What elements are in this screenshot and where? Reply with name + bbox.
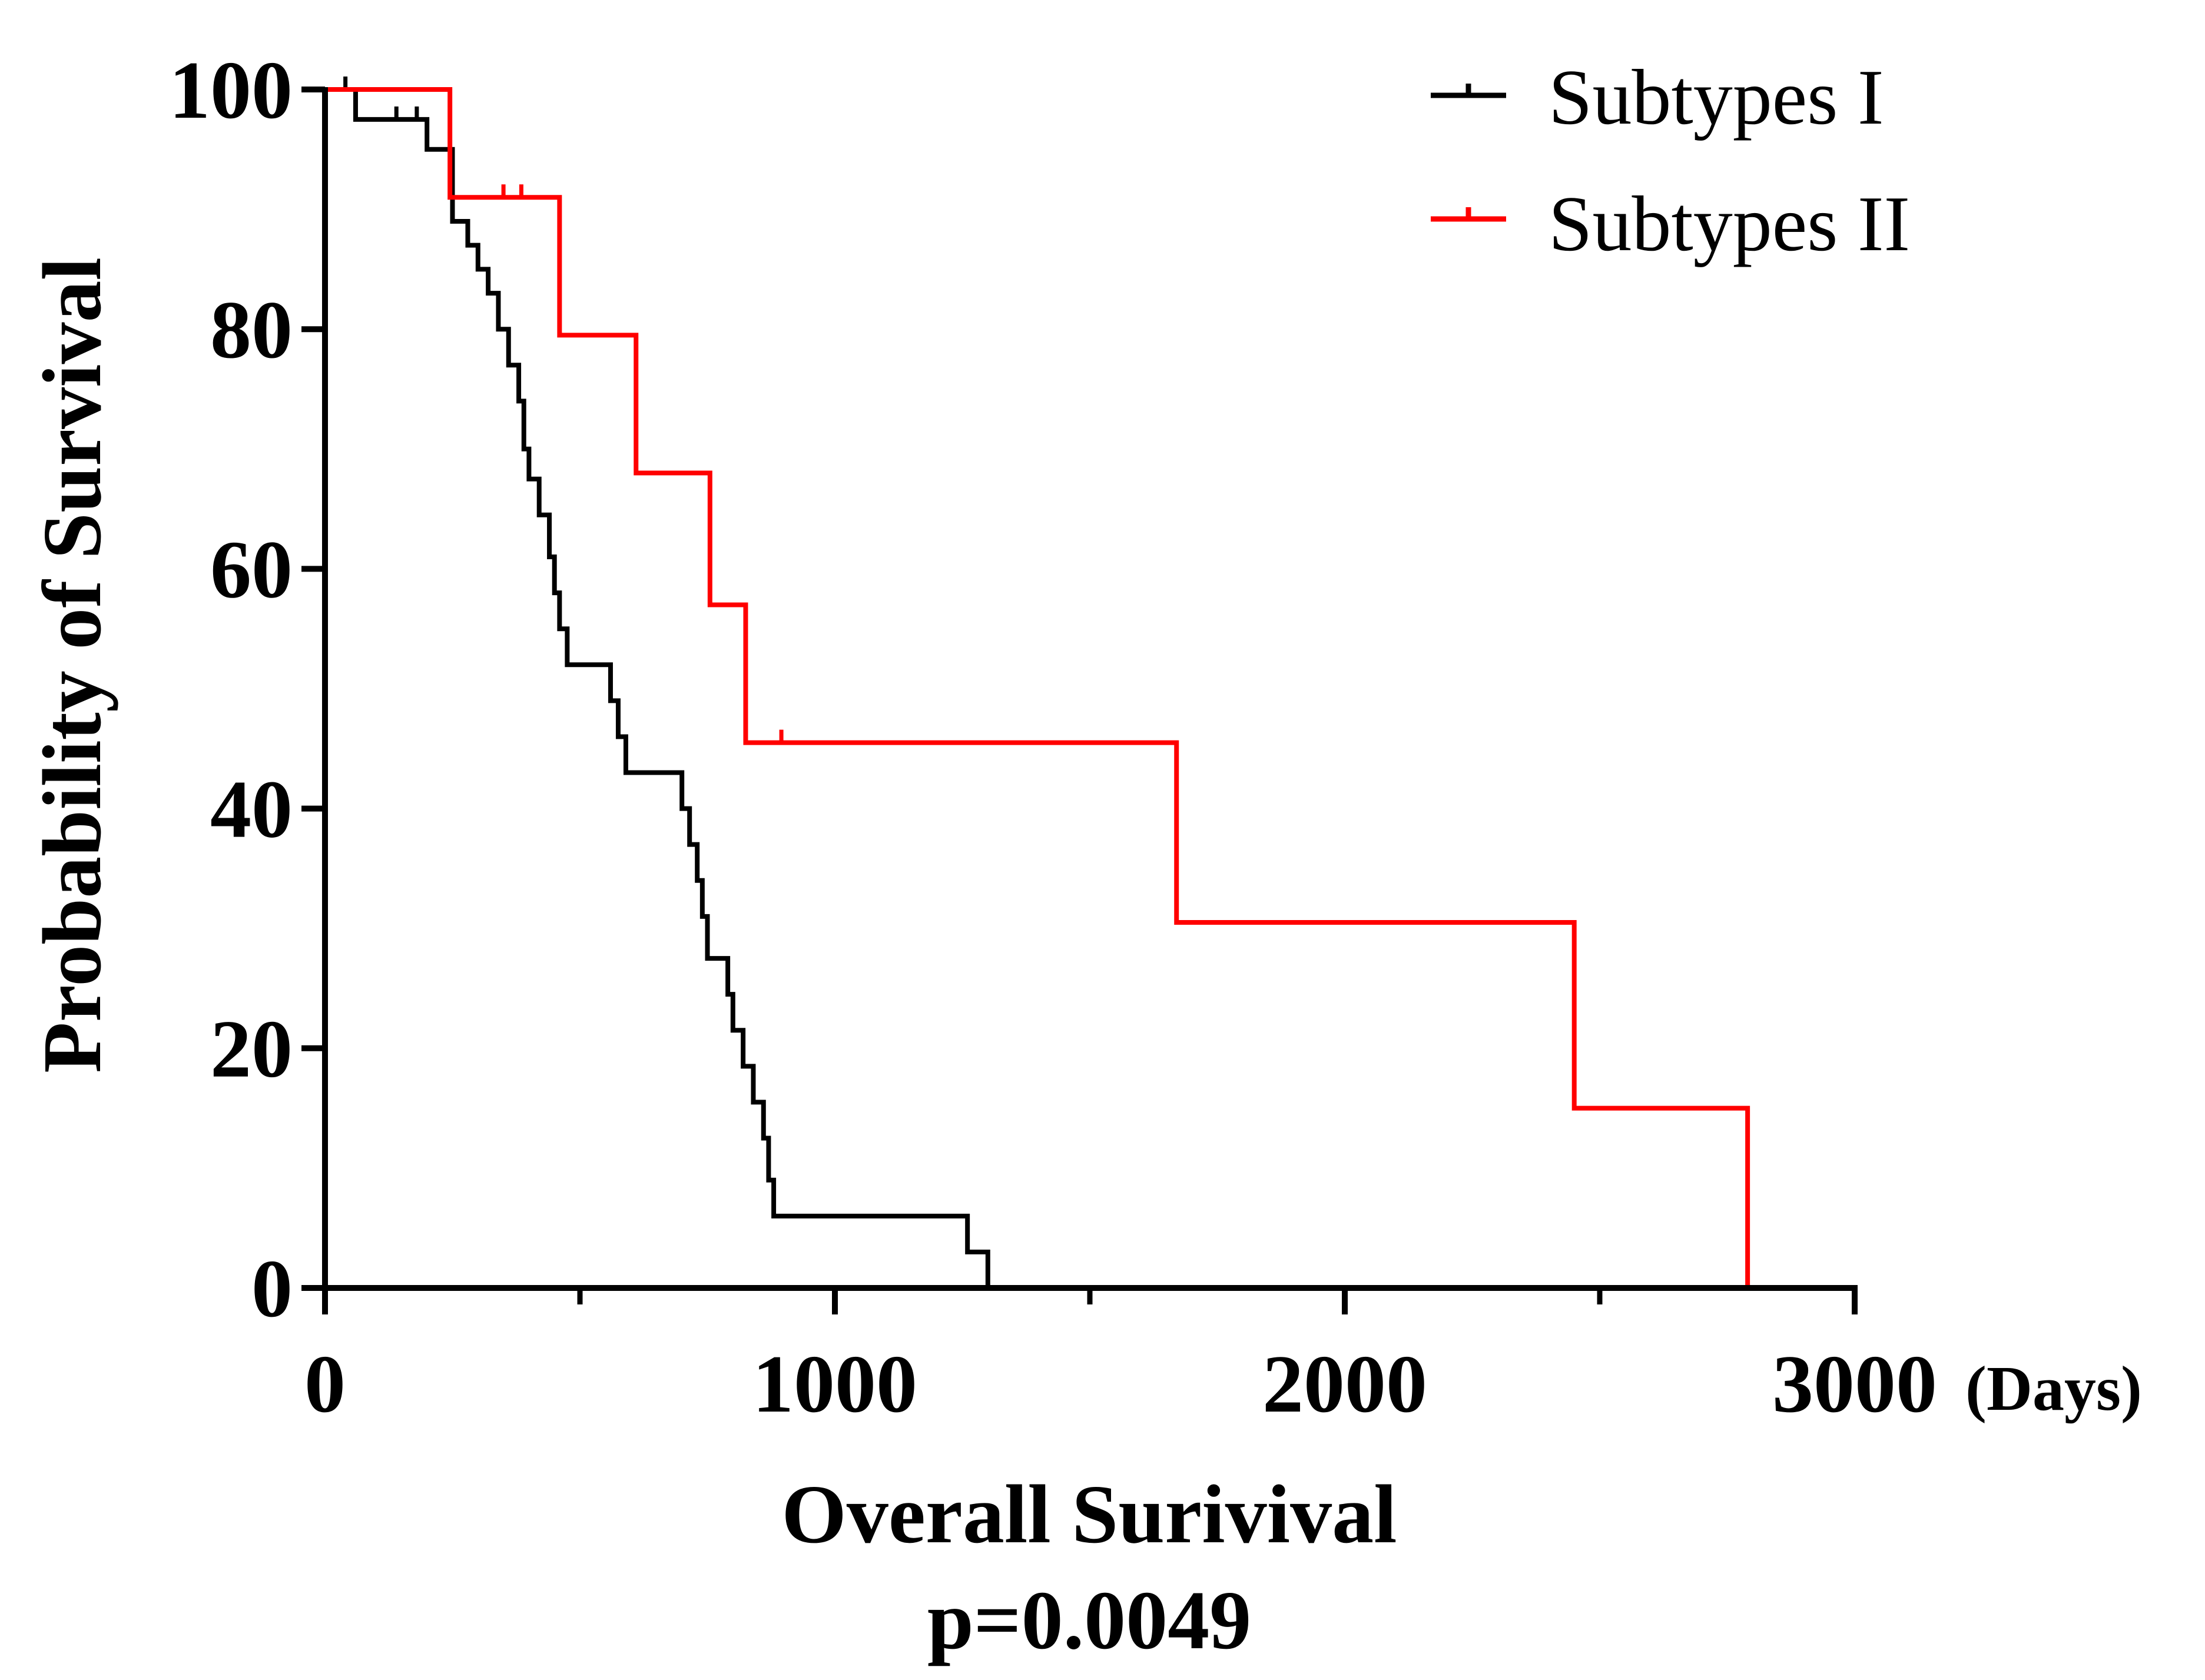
y-tick-label: 20: [210, 1004, 293, 1095]
x-axis-unit: (Days): [1965, 1354, 2142, 1424]
x-tick-label: 3000: [1772, 1339, 1937, 1430]
x-tick-label: 2000: [1262, 1339, 1427, 1430]
x-tick-label: 1000: [752, 1339, 917, 1430]
y-axis-title: Probability of Survival: [25, 257, 118, 1073]
series-layer: [325, 77, 1750, 1288]
x-axis-title: Overall Surivival: [781, 1467, 1397, 1561]
series-line-subtypes-i: [325, 87, 990, 1288]
y-tick-label: 80: [210, 284, 293, 376]
y-tick-label: 100: [169, 45, 293, 136]
legend: Subtypes I Subtypes II: [1431, 54, 1910, 267]
legend-label-subtypes-ii: Subtypes II: [1549, 180, 1910, 267]
x-tick-label: 0: [304, 1339, 346, 1430]
legend-item-subtypes-i: Subtypes I: [1431, 54, 1884, 141]
legend-item-subtypes-ii: Subtypes II: [1431, 180, 1910, 267]
p-value-annotation: p=0.0049: [927, 1573, 1251, 1666]
y-tick-label: 60: [210, 524, 293, 615]
series-line-subtypes-ii: [325, 87, 1750, 1288]
y-tick-label: 0: [251, 1243, 293, 1334]
legend-label-subtypes-i: Subtypes I: [1549, 54, 1884, 141]
y-tick-label: 40: [210, 764, 293, 855]
